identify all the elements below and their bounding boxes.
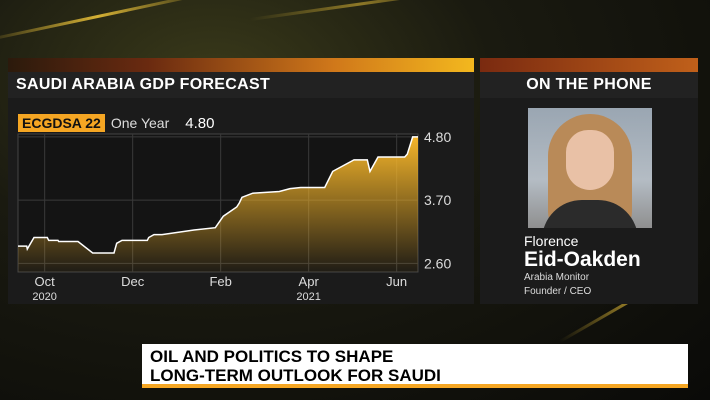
headline-banner: OIL AND POLITICS TO SHAPE LONG-TERM OUTL…	[142, 344, 688, 388]
ticker-label: ECGDSA 22	[18, 114, 105, 132]
ticker-row: ECGDSA 22 One Year 4.80	[18, 114, 214, 132]
background-streak	[249, 0, 469, 21]
guest-organization: Arabia Monitor	[524, 272, 590, 283]
x-tick-label: Apr	[299, 274, 320, 289]
series-area	[18, 136, 418, 272]
gdp-forecast-chart: Oct 2020 Dec Feb Apr 2021 Jun 4.80 3.70 2.60	[17, 129, 451, 303]
series-line	[18, 136, 418, 254]
guest-role: Founder / CEO	[524, 286, 592, 297]
guest-photo-face	[566, 130, 614, 190]
x-tick-label: Dec	[121, 274, 145, 289]
ticker-period: One Year	[110, 115, 170, 131]
panel-accent-bar	[480, 58, 698, 72]
headline-line-1: OIL AND POLITICS TO SHAPE	[150, 347, 394, 366]
guest-first-name: Florence	[524, 233, 579, 249]
x-tick-label: Jun	[386, 274, 407, 289]
guest-photo	[528, 108, 652, 228]
x-tick-label: Oct	[35, 274, 56, 289]
headline-line-2: LONG-TERM OUTLOOK FOR SAUDI	[150, 366, 441, 385]
y-tick-label: 3.70	[424, 192, 451, 208]
x-tick-year: 2021	[296, 291, 320, 303]
background-streak	[0, 0, 216, 43]
x-tick-year: 2020	[32, 291, 56, 303]
guest-panel: ON THE PHONE Florence Eid-Oakden Arabia …	[480, 58, 698, 304]
y-tick-label: 4.80	[424, 129, 451, 145]
guest-last-name: Eid-Oakden	[524, 248, 641, 271]
y-tick-label: 2.60	[424, 255, 451, 271]
ticker-value: 4.80	[185, 114, 215, 132]
guest-panel-title: ON THE PHONE	[480, 72, 698, 98]
chart-title: SAUDI ARABIA GDP FORECAST	[8, 72, 474, 98]
x-tick-label: Feb	[209, 274, 231, 289]
panel-accent-bar	[8, 58, 474, 72]
chart-panel: SAUDI ARABIA GDP FORECAST Oct 2020 Dec Feb A…	[8, 58, 474, 304]
